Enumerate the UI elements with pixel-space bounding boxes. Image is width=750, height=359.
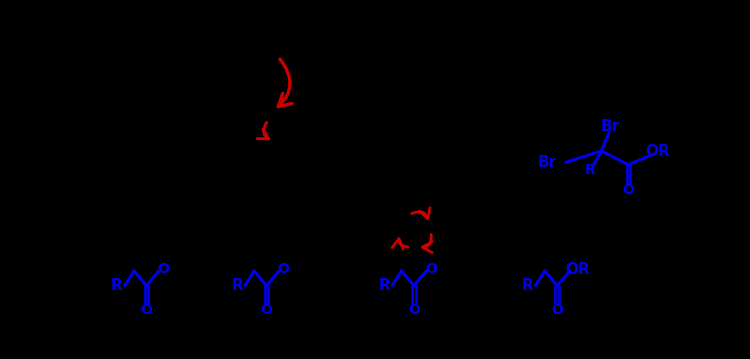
Text: R: R — [584, 163, 596, 177]
Text: Br: Br — [537, 155, 556, 170]
Text: O: O — [261, 303, 272, 317]
Text: O: O — [425, 262, 436, 276]
FancyArrowPatch shape — [278, 59, 292, 107]
Text: O: O — [622, 183, 634, 197]
FancyArrowPatch shape — [422, 234, 432, 253]
Text: OR: OR — [645, 144, 670, 159]
Text: O: O — [551, 303, 563, 317]
Text: R: R — [379, 278, 390, 293]
Text: R: R — [522, 278, 534, 293]
Text: O: O — [140, 303, 152, 317]
FancyArrowPatch shape — [257, 122, 268, 139]
Text: R: R — [231, 278, 243, 293]
FancyArrowPatch shape — [392, 239, 408, 249]
FancyArrowPatch shape — [412, 208, 430, 219]
Text: O: O — [408, 303, 420, 317]
Text: Br: Br — [601, 119, 620, 134]
Text: O: O — [158, 262, 170, 276]
Text: OR: OR — [565, 262, 590, 277]
Text: O: O — [278, 262, 290, 276]
Text: R: R — [111, 278, 123, 293]
